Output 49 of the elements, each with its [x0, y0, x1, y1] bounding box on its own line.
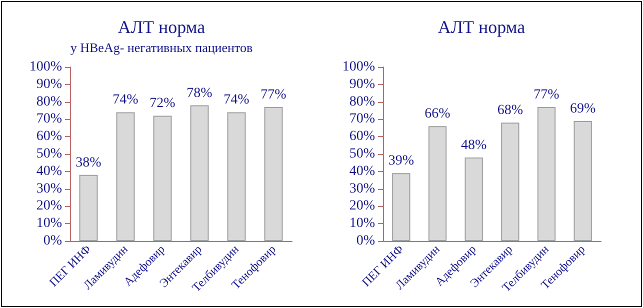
y-tick-label: 100%: [29, 60, 62, 74]
data-label: 39%: [388, 154, 414, 169]
bar: [537, 107, 556, 241]
bar: [264, 107, 283, 241]
y-tick-label: 90%: [349, 76, 376, 92]
y-tick-label: 20%: [349, 198, 376, 214]
chart-subtitle: у HBeAg- негативных пациентов: [70, 40, 253, 55]
data-label: 78%: [186, 86, 213, 101]
y-tick-label: 30%: [349, 181, 376, 196]
bar: [227, 112, 246, 241]
bar: [501, 122, 520, 241]
bar: [574, 120, 592, 241]
bar: [392, 173, 410, 241]
chart-title: АЛТ норма: [438, 17, 526, 37]
bar: [464, 157, 483, 241]
y-tick-label: 100%: [342, 60, 376, 74]
y-tick-label: 30%: [36, 181, 62, 196]
y-tick-label: 70%: [36, 112, 62, 127]
y-tick-label: 10%: [36, 216, 62, 232]
data-label: 77%: [260, 88, 287, 103]
bar: [116, 112, 135, 241]
data-label: 66%: [424, 106, 451, 122]
y-tick-label: 80%: [349, 94, 376, 110]
y-tick-label: 60%: [36, 129, 62, 144]
data-label: 38%: [76, 155, 102, 170]
bar: [428, 126, 447, 241]
data-label: 74%: [112, 92, 139, 108]
data-label: 72%: [150, 96, 176, 112]
y-tick-label: 50%: [36, 146, 62, 162]
data-label: 68%: [497, 103, 524, 118]
chart-title: АЛТ норма: [118, 17, 206, 37]
data-label: 74%: [224, 92, 250, 108]
y-tick-label: 70%: [349, 112, 376, 127]
y-tick-label: 20%: [36, 198, 62, 214]
y-tick-label: 10%: [349, 216, 376, 232]
data-label: 69%: [570, 101, 596, 116]
y-tick-label: 80%: [36, 94, 62, 110]
y-tick-label: 60%: [349, 129, 376, 144]
data-label: 48%: [460, 138, 487, 153]
y-tick-label: 0%: [356, 234, 376, 248]
y-tick-label: 90%: [36, 76, 62, 92]
bar: [153, 116, 172, 241]
y-tick-label: 40%: [349, 164, 376, 179]
data-label: 77%: [534, 88, 560, 103]
y-tick-label: 40%: [36, 164, 62, 179]
y-tick-label: 50%: [349, 146, 376, 162]
bar: [79, 174, 98, 241]
y-tick-label: 0%: [43, 234, 62, 248]
bar: [190, 105, 209, 241]
